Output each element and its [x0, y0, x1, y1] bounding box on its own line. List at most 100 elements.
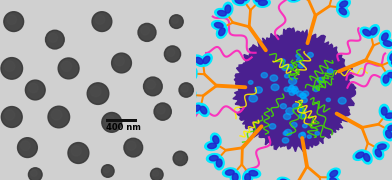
Ellipse shape	[200, 106, 207, 114]
Ellipse shape	[48, 106, 70, 128]
Ellipse shape	[338, 98, 346, 104]
Ellipse shape	[337, 5, 349, 17]
Ellipse shape	[370, 27, 377, 35]
Ellipse shape	[292, 86, 298, 91]
Ellipse shape	[58, 58, 79, 79]
Ellipse shape	[292, 103, 299, 109]
Ellipse shape	[164, 46, 181, 62]
Ellipse shape	[216, 25, 227, 38]
Ellipse shape	[253, 0, 263, 4]
Ellipse shape	[45, 30, 64, 49]
Ellipse shape	[152, 170, 159, 176]
Ellipse shape	[112, 53, 131, 73]
Ellipse shape	[214, 156, 224, 170]
Ellipse shape	[307, 135, 311, 138]
Ellipse shape	[201, 54, 212, 66]
Ellipse shape	[283, 131, 288, 135]
Ellipse shape	[124, 138, 143, 157]
Ellipse shape	[317, 78, 324, 83]
Ellipse shape	[25, 80, 45, 100]
Ellipse shape	[385, 123, 392, 132]
Ellipse shape	[138, 23, 156, 41]
Ellipse shape	[249, 80, 253, 84]
Ellipse shape	[29, 168, 42, 180]
Ellipse shape	[207, 154, 221, 163]
Ellipse shape	[313, 86, 319, 92]
Ellipse shape	[292, 88, 299, 93]
Ellipse shape	[218, 10, 226, 16]
Ellipse shape	[214, 22, 223, 28]
Ellipse shape	[383, 111, 392, 120]
Ellipse shape	[205, 141, 220, 150]
Ellipse shape	[287, 0, 302, 2]
Ellipse shape	[390, 53, 392, 60]
Ellipse shape	[20, 141, 31, 150]
Ellipse shape	[288, 88, 293, 92]
Ellipse shape	[61, 61, 72, 71]
Ellipse shape	[292, 88, 296, 92]
Ellipse shape	[154, 103, 171, 120]
Ellipse shape	[193, 55, 205, 66]
Ellipse shape	[255, 0, 261, 2]
Ellipse shape	[92, 12, 112, 32]
Ellipse shape	[297, 91, 303, 96]
Ellipse shape	[223, 2, 233, 16]
Ellipse shape	[18, 138, 37, 158]
Ellipse shape	[286, 108, 294, 115]
Ellipse shape	[256, 0, 270, 7]
Ellipse shape	[327, 69, 333, 74]
Ellipse shape	[299, 133, 306, 139]
Ellipse shape	[182, 93, 196, 104]
Ellipse shape	[225, 170, 234, 175]
Ellipse shape	[230, 171, 240, 180]
Ellipse shape	[301, 132, 305, 136]
Ellipse shape	[246, 169, 261, 178]
Ellipse shape	[249, 170, 258, 176]
Ellipse shape	[291, 122, 297, 127]
Ellipse shape	[186, 88, 193, 95]
Ellipse shape	[296, 58, 301, 62]
Ellipse shape	[175, 153, 183, 161]
Ellipse shape	[379, 30, 390, 43]
Ellipse shape	[302, 91, 309, 96]
Ellipse shape	[141, 26, 150, 35]
Ellipse shape	[326, 98, 330, 102]
Ellipse shape	[388, 125, 392, 131]
Ellipse shape	[375, 149, 381, 157]
Ellipse shape	[300, 93, 307, 98]
Ellipse shape	[243, 171, 252, 180]
Ellipse shape	[339, 1, 348, 7]
Ellipse shape	[269, 124, 276, 129]
Ellipse shape	[146, 80, 156, 89]
Ellipse shape	[235, 0, 244, 4]
Ellipse shape	[327, 175, 340, 180]
Ellipse shape	[287, 64, 293, 69]
Ellipse shape	[363, 29, 371, 36]
Ellipse shape	[1, 58, 23, 79]
Ellipse shape	[290, 86, 294, 89]
Ellipse shape	[339, 8, 347, 15]
Ellipse shape	[356, 152, 364, 158]
Ellipse shape	[185, 95, 193, 102]
Bar	[106, 119, 137, 122]
Ellipse shape	[102, 112, 122, 132]
Ellipse shape	[281, 64, 289, 71]
Ellipse shape	[172, 17, 178, 24]
Ellipse shape	[183, 86, 196, 97]
Ellipse shape	[4, 61, 15, 72]
Ellipse shape	[68, 143, 89, 163]
Ellipse shape	[284, 87, 290, 92]
Ellipse shape	[381, 107, 387, 115]
Ellipse shape	[114, 56, 125, 66]
Ellipse shape	[209, 156, 218, 161]
Ellipse shape	[389, 58, 392, 68]
Polygon shape	[233, 28, 356, 152]
Ellipse shape	[381, 39, 392, 48]
Ellipse shape	[184, 72, 197, 82]
Ellipse shape	[167, 48, 175, 57]
Ellipse shape	[170, 15, 183, 28]
Ellipse shape	[181, 85, 189, 92]
Ellipse shape	[388, 72, 392, 78]
Ellipse shape	[243, 0, 248, 1]
Ellipse shape	[186, 74, 194, 80]
